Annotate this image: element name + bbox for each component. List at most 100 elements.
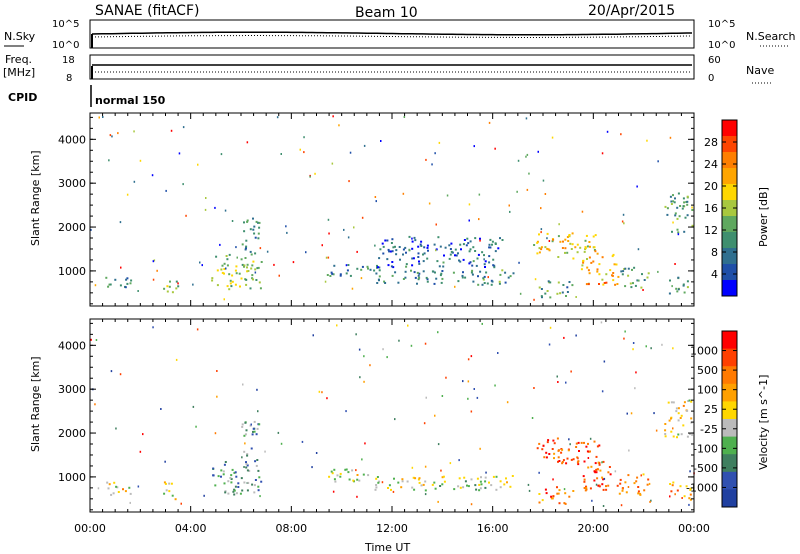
power-echo bbox=[348, 180, 350, 183]
power-echo bbox=[488, 243, 491, 246]
power-echo bbox=[375, 272, 378, 275]
velocity-echo bbox=[587, 466, 590, 469]
power-echo bbox=[422, 270, 425, 273]
velocity-echo bbox=[246, 453, 249, 456]
power-echo bbox=[257, 237, 260, 240]
velocity-echo bbox=[245, 466, 248, 469]
velocity-echo bbox=[232, 490, 235, 493]
power-echo bbox=[601, 152, 604, 155]
power-echo bbox=[223, 262, 226, 265]
velocity-echo bbox=[234, 485, 237, 488]
velocity-echo bbox=[688, 503, 690, 506]
velocity-echo bbox=[561, 461, 564, 463]
power-echo bbox=[538, 247, 541, 250]
velocity-echo bbox=[556, 375, 558, 378]
power-echo bbox=[461, 276, 464, 279]
power-echo bbox=[552, 238, 555, 241]
power-echo bbox=[241, 243, 244, 246]
power-echo bbox=[551, 240, 554, 243]
velocity-echo bbox=[593, 440, 596, 443]
power-echo bbox=[622, 270, 625, 273]
power-colorbar-segment bbox=[722, 216, 737, 233]
power-echo bbox=[102, 116, 104, 118]
power-echo bbox=[235, 272, 238, 275]
velocity-echo bbox=[637, 486, 640, 488]
velocity-echo bbox=[423, 422, 426, 425]
power-echo bbox=[676, 217, 679, 220]
power-echo bbox=[169, 280, 171, 283]
power-echo bbox=[536, 240, 539, 243]
power-echo bbox=[612, 279, 615, 282]
velocity-echo bbox=[552, 495, 555, 498]
power-echo bbox=[621, 273, 624, 276]
velocity-echo bbox=[253, 430, 256, 433]
power-echo bbox=[676, 206, 679, 209]
velocity-echo bbox=[321, 391, 323, 394]
velocity-echo bbox=[689, 432, 691, 435]
velocity-echo bbox=[355, 469, 357, 472]
power-echo bbox=[586, 258, 588, 260]
velocity-echo bbox=[595, 468, 598, 471]
power-echo bbox=[611, 255, 614, 258]
power-echo bbox=[571, 284, 574, 287]
power-echo bbox=[546, 237, 548, 240]
velocity-ytick-label: 1000 bbox=[58, 471, 86, 484]
power-echo bbox=[622, 213, 625, 216]
velocity-echo bbox=[536, 447, 539, 450]
velocity-echo bbox=[565, 381, 567, 384]
power-echo bbox=[252, 217, 254, 220]
velocity-echo bbox=[257, 485, 260, 488]
power-echo bbox=[441, 277, 444, 280]
velocity-echo bbox=[364, 442, 366, 445]
power-echo bbox=[673, 201, 676, 204]
power-echo bbox=[381, 242, 384, 245]
velocity-echo bbox=[670, 490, 673, 493]
velocity-echo bbox=[441, 476, 444, 479]
velocity-echo bbox=[363, 380, 365, 383]
velocity-echo bbox=[594, 462, 597, 465]
power-echo bbox=[684, 216, 687, 219]
power-echo bbox=[479, 239, 481, 242]
velocity-echo bbox=[124, 490, 127, 493]
power-echo bbox=[517, 159, 520, 162]
power-echo bbox=[343, 228, 345, 231]
power-echo bbox=[94, 284, 97, 287]
velocity-echo bbox=[679, 417, 682, 419]
power-echo bbox=[413, 236, 416, 239]
velocity-echo bbox=[333, 468, 336, 471]
velocity-echo bbox=[553, 457, 555, 460]
power-echo bbox=[643, 279, 646, 281]
power-echo bbox=[449, 253, 452, 256]
power-echo bbox=[246, 219, 249, 222]
velocity-echo bbox=[575, 442, 578, 445]
velocity-echo bbox=[224, 491, 227, 494]
velocity-echo bbox=[690, 417, 693, 420]
velocity-echo bbox=[506, 401, 509, 404]
velocity-echo bbox=[229, 477, 232, 479]
velocity-echo bbox=[572, 458, 575, 461]
velocity-echo bbox=[528, 489, 531, 492]
velocity-echo bbox=[94, 403, 96, 406]
power-echo bbox=[253, 225, 256, 228]
power-echo bbox=[216, 284, 219, 287]
freq-left-tick-bottom: 8 bbox=[66, 73, 72, 84]
power-echo bbox=[360, 268, 363, 271]
velocity-echo bbox=[577, 457, 579, 460]
velocity-echo bbox=[241, 489, 244, 492]
freq-right-tick-top: 60 bbox=[708, 55, 721, 66]
velocity-echo bbox=[255, 433, 258, 436]
velocity-echo bbox=[552, 439, 555, 442]
power-colorbar-label: Power [dB] bbox=[757, 187, 770, 247]
power-echo bbox=[327, 256, 330, 259]
velocity-echo bbox=[558, 489, 561, 492]
power-echo bbox=[450, 250, 453, 253]
power-echo bbox=[257, 232, 260, 235]
power-echo bbox=[677, 233, 680, 236]
power-echo bbox=[305, 251, 307, 254]
velocity-echo bbox=[233, 489, 236, 492]
power-echo bbox=[346, 269, 349, 272]
power-echo bbox=[677, 231, 680, 234]
power-colorbar-segment bbox=[722, 136, 737, 153]
power-echo bbox=[620, 133, 622, 136]
